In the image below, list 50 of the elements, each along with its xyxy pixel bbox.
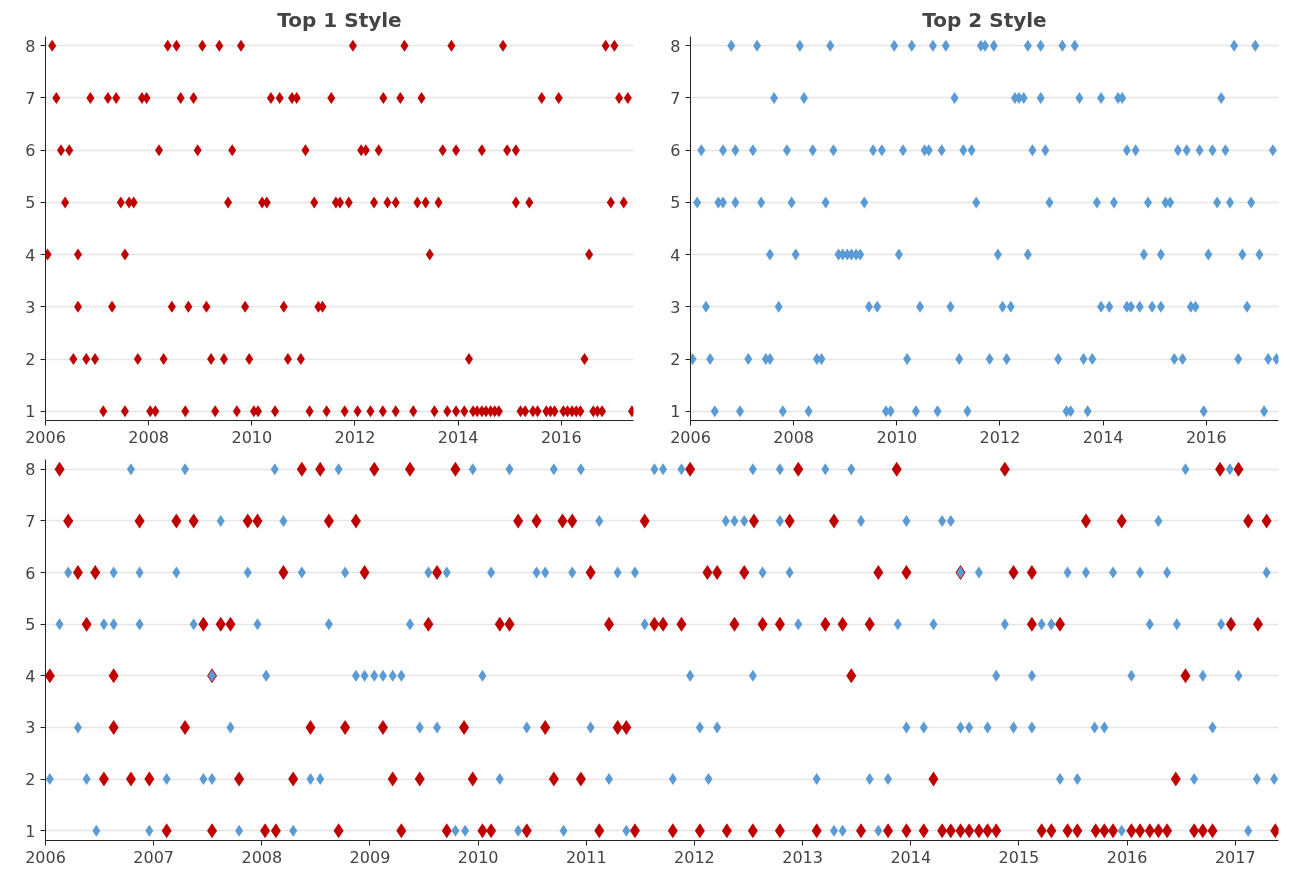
x-tick-label: 2008 (241, 847, 283, 867)
x-tick-label: 2006 (670, 427, 711, 447)
y-tick-label: 8 (670, 36, 681, 56)
y-tick-label: 6 (670, 141, 681, 161)
y-tick-label: 3 (25, 297, 36, 317)
x-tick-label: 2011 (565, 847, 607, 867)
x-tick-label: 2014 (1082, 427, 1124, 447)
y-tick-label: 5 (670, 193, 681, 213)
y-tick-label: 6 (25, 563, 36, 583)
x-tick-label: 2012 (979, 427, 1021, 447)
x-tick-label: 2010 (876, 427, 918, 447)
y-tick-label: 4 (670, 245, 681, 265)
y-tick-label: 3 (670, 297, 681, 317)
x-tick-label: 2006 (25, 427, 66, 447)
y-tick-label: 2 (25, 350, 36, 370)
y-tick-label: 7 (25, 88, 36, 108)
x-tick-label: 2016 (1185, 427, 1227, 447)
y-tick-label: 5 (25, 193, 36, 213)
x-tick-label: 2012 (334, 427, 376, 447)
x-tick-label: 2014 (437, 427, 479, 447)
x-tick-label: 2016 (1106, 847, 1148, 867)
x-tick-label: 2007 (133, 847, 175, 867)
y-tick-label: 6 (25, 141, 36, 161)
x-tick-label: 2006 (25, 847, 66, 867)
x-tick-label: 2010 (457, 847, 499, 867)
x-tick-label: 2017 (1214, 847, 1256, 867)
y-tick-label: 1 (25, 821, 36, 841)
x-tick-label: 2016 (540, 427, 582, 447)
y-tick-label: 5 (25, 615, 36, 635)
x-tick-label: 2010 (231, 427, 273, 447)
y-tick-label: 1 (670, 402, 681, 422)
x-tick-label: 2012 (674, 847, 715, 867)
x-tick-label: 2008 (128, 427, 170, 447)
y-tick-label: 8 (25, 460, 36, 480)
y-tick-label: 8 (25, 36, 36, 56)
y-tick-label: 2 (670, 350, 681, 370)
y-tick-label: 2 (25, 770, 36, 790)
x-tick-label: 2013 (782, 847, 823, 867)
chart-title: Top 1 Style (277, 7, 402, 32)
y-tick-label: 4 (25, 666, 36, 686)
y-tick-label: 7 (25, 511, 36, 531)
x-tick-label: 2009 (349, 847, 391, 867)
y-tick-label: 7 (670, 88, 681, 108)
x-tick-label: 2015 (998, 847, 1040, 867)
x-tick-label: 2014 (890, 847, 932, 867)
y-tick-label: 3 (25, 718, 36, 738)
x-tick-label: 2008 (773, 427, 815, 447)
y-tick-label: 1 (25, 402, 36, 422)
chart-title: Top 2 Style (922, 7, 1047, 32)
y-tick-label: 4 (25, 245, 36, 265)
